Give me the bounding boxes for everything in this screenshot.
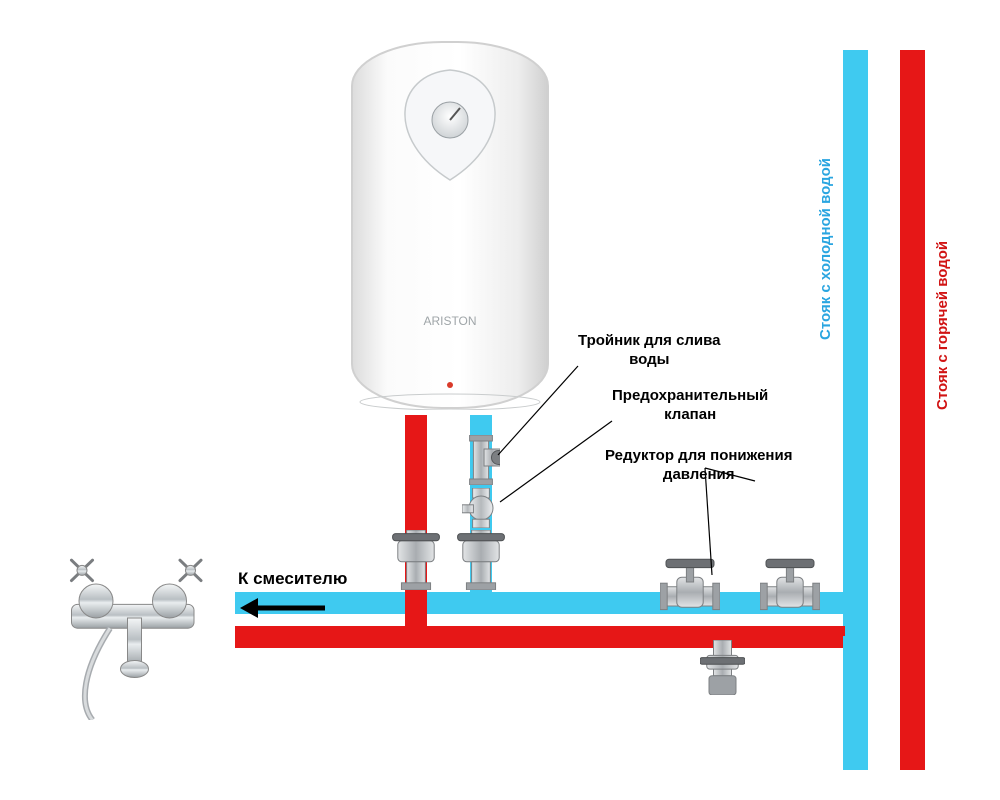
cold-riser-label: Стояк с холодной водой [818,80,833,340]
safety-label: Предохранительный клапан [612,387,768,425]
to-mixer-label: К смесителю [238,568,347,589]
tee-label: Тройник для слива воды [578,332,721,370]
reducer-label: Редуктор для понижения давления [605,447,792,485]
diagram-stage: ARISTON [0,0,1000,800]
callout-lines [0,0,1000,800]
hot-riser-label: Стояк с горячей водой [935,150,950,410]
